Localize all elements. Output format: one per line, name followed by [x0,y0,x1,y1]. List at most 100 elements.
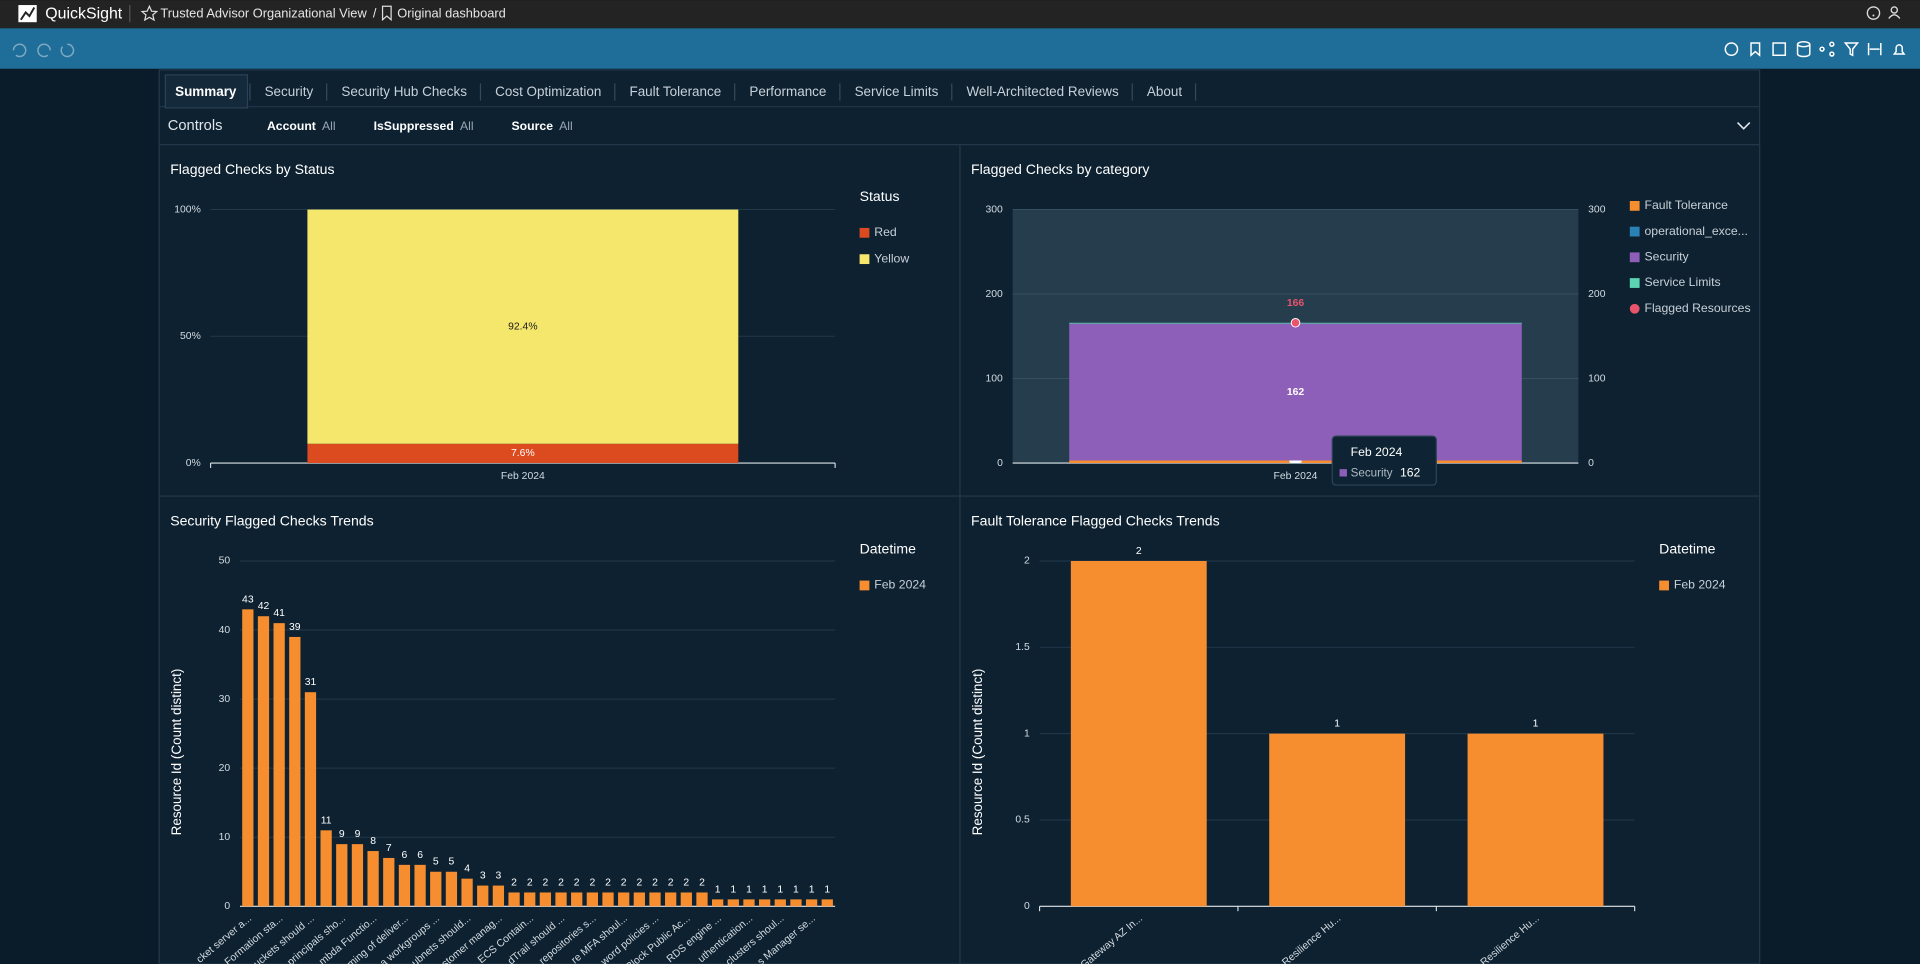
data-label: 4 [464,864,470,875]
data-label: 2 [636,877,642,888]
controls-expand[interactable] [1736,122,1751,130]
bar [336,844,348,907]
bar [680,892,692,907]
data-label: 2 [699,877,705,888]
y-tick-label: 0 [1024,901,1030,912]
tab-label[interactable]: Security [265,84,314,99]
breadcrumb-view[interactable]: Original dashboard [397,6,506,21]
legend-marker [1629,278,1640,288]
filter-value[interactable]: All [559,119,573,133]
tab-label[interactable]: Service Limits [855,84,939,99]
tab-label[interactable]: Well-Architected Reviews [966,84,1119,99]
legend-label[interactable]: Service Limits [1644,275,1720,289]
legend-label[interactable]: Feb 2024 [1674,578,1726,592]
legend-marker [1629,303,1640,314]
bar [351,844,364,907]
bar [571,892,583,907]
data-label: 9 [355,829,361,840]
data-label: 92.4% [508,321,537,332]
y-tick-label: 50% [180,331,201,342]
data-label: 2 [558,877,564,888]
y-tick-label: 100 [986,373,1004,384]
legend-marker [859,254,870,265]
bookmarks-icon[interactable] [1750,42,1761,57]
y-tick-label: 1.5 [1015,642,1030,653]
bar [821,899,833,907]
share-icon[interactable] [1819,46,1825,52]
data-label: 2 [542,877,548,888]
legend-label[interactable]: Flagged Resources [1644,301,1750,315]
breadcrumb-dashboard[interactable]: Trusted Advisor Organizational View [160,6,367,21]
data-label: 3 [496,871,502,882]
data-label: 1 [730,884,736,895]
tab-label[interactable]: Security Hub Checks [341,84,467,99]
logo-mark [20,7,36,21]
tab-label[interactable]: Cost Optimization [495,84,601,99]
visual-title: Fault Tolerance Flagged Checks Trends [971,513,1220,529]
help-dot [1872,14,1875,17]
export-icon[interactable] [1772,42,1787,56]
legend-label[interactable]: Red [874,225,897,239]
legend-label[interactable]: operational_exce... [1644,224,1747,238]
redo-icon[interactable] [37,43,51,58]
bar [492,885,505,907]
app-name[interactable]: QuickSight [45,5,122,22]
filter-icon[interactable] [1843,42,1860,57]
bar [696,892,708,907]
data-label: 2 [683,877,689,888]
filter-value[interactable]: All [322,119,336,133]
data-label: 31 [305,677,317,688]
data-label: 1 [793,884,799,895]
data-label: 2 [574,877,580,888]
visual-title: Flagged Checks by category [971,161,1150,177]
undo-icon[interactable] [12,43,27,58]
bar [1269,733,1406,907]
top-bar [0,0,1920,29]
line-point [1290,317,1301,328]
schedule-icon[interactable] [1724,42,1739,56]
legend-label[interactable]: Yellow [874,251,909,265]
data-label: 1 [1533,719,1539,730]
legend-marker [859,580,870,591]
legend-title: Status [860,188,900,204]
y-tick-label: 2 [1024,556,1030,567]
bar [304,692,317,907]
fit-icon[interactable] [1867,43,1882,56]
y-tick-label: 50 [219,556,231,567]
data-label: 2 [511,877,517,888]
tab-label[interactable]: Fault Tolerance [629,84,721,99]
data-label: 5 [449,857,455,868]
alert-icon[interactable] [1892,44,1906,55]
y-axis-label: Resource Id (Count distinct) [970,669,985,836]
logo[interactable] [18,5,37,23]
filter-value[interactable]: All [460,119,474,133]
data-label: 2 [668,877,674,888]
bar [602,892,614,907]
reset-icon[interactable] [60,43,75,58]
y2-tick-label: 0 [1588,458,1594,469]
share-icon-node [1829,51,1835,57]
controls-title[interactable]: Controls [168,118,223,134]
filter-name[interactable]: Source [512,119,554,133]
filter-name[interactable]: Account [267,119,316,133]
legend-label[interactable]: Security [1644,250,1689,264]
bar [414,864,426,907]
user-icon[interactable] [1890,6,1899,14]
favorite-icon[interactable] [140,4,159,22]
legend-label[interactable]: Feb 2024 [874,578,926,592]
bookmark-icon[interactable] [381,5,392,22]
data-label: 1 [715,884,721,895]
filter-name[interactable]: IsSuppressed [374,119,454,133]
bar [257,616,270,907]
bar [555,892,567,907]
tab-label[interactable]: About [1147,84,1182,99]
tab-label[interactable]: Summary [175,84,237,99]
user-icon-body [1888,14,1901,19]
data-label: 42 [258,601,270,612]
help-icon[interactable] [1866,6,1881,20]
bar [649,892,661,907]
tab-label[interactable]: Performance [749,84,826,99]
bar [273,623,285,907]
legend-label[interactable]: Fault Tolerance [1644,198,1728,212]
bar [712,899,724,907]
